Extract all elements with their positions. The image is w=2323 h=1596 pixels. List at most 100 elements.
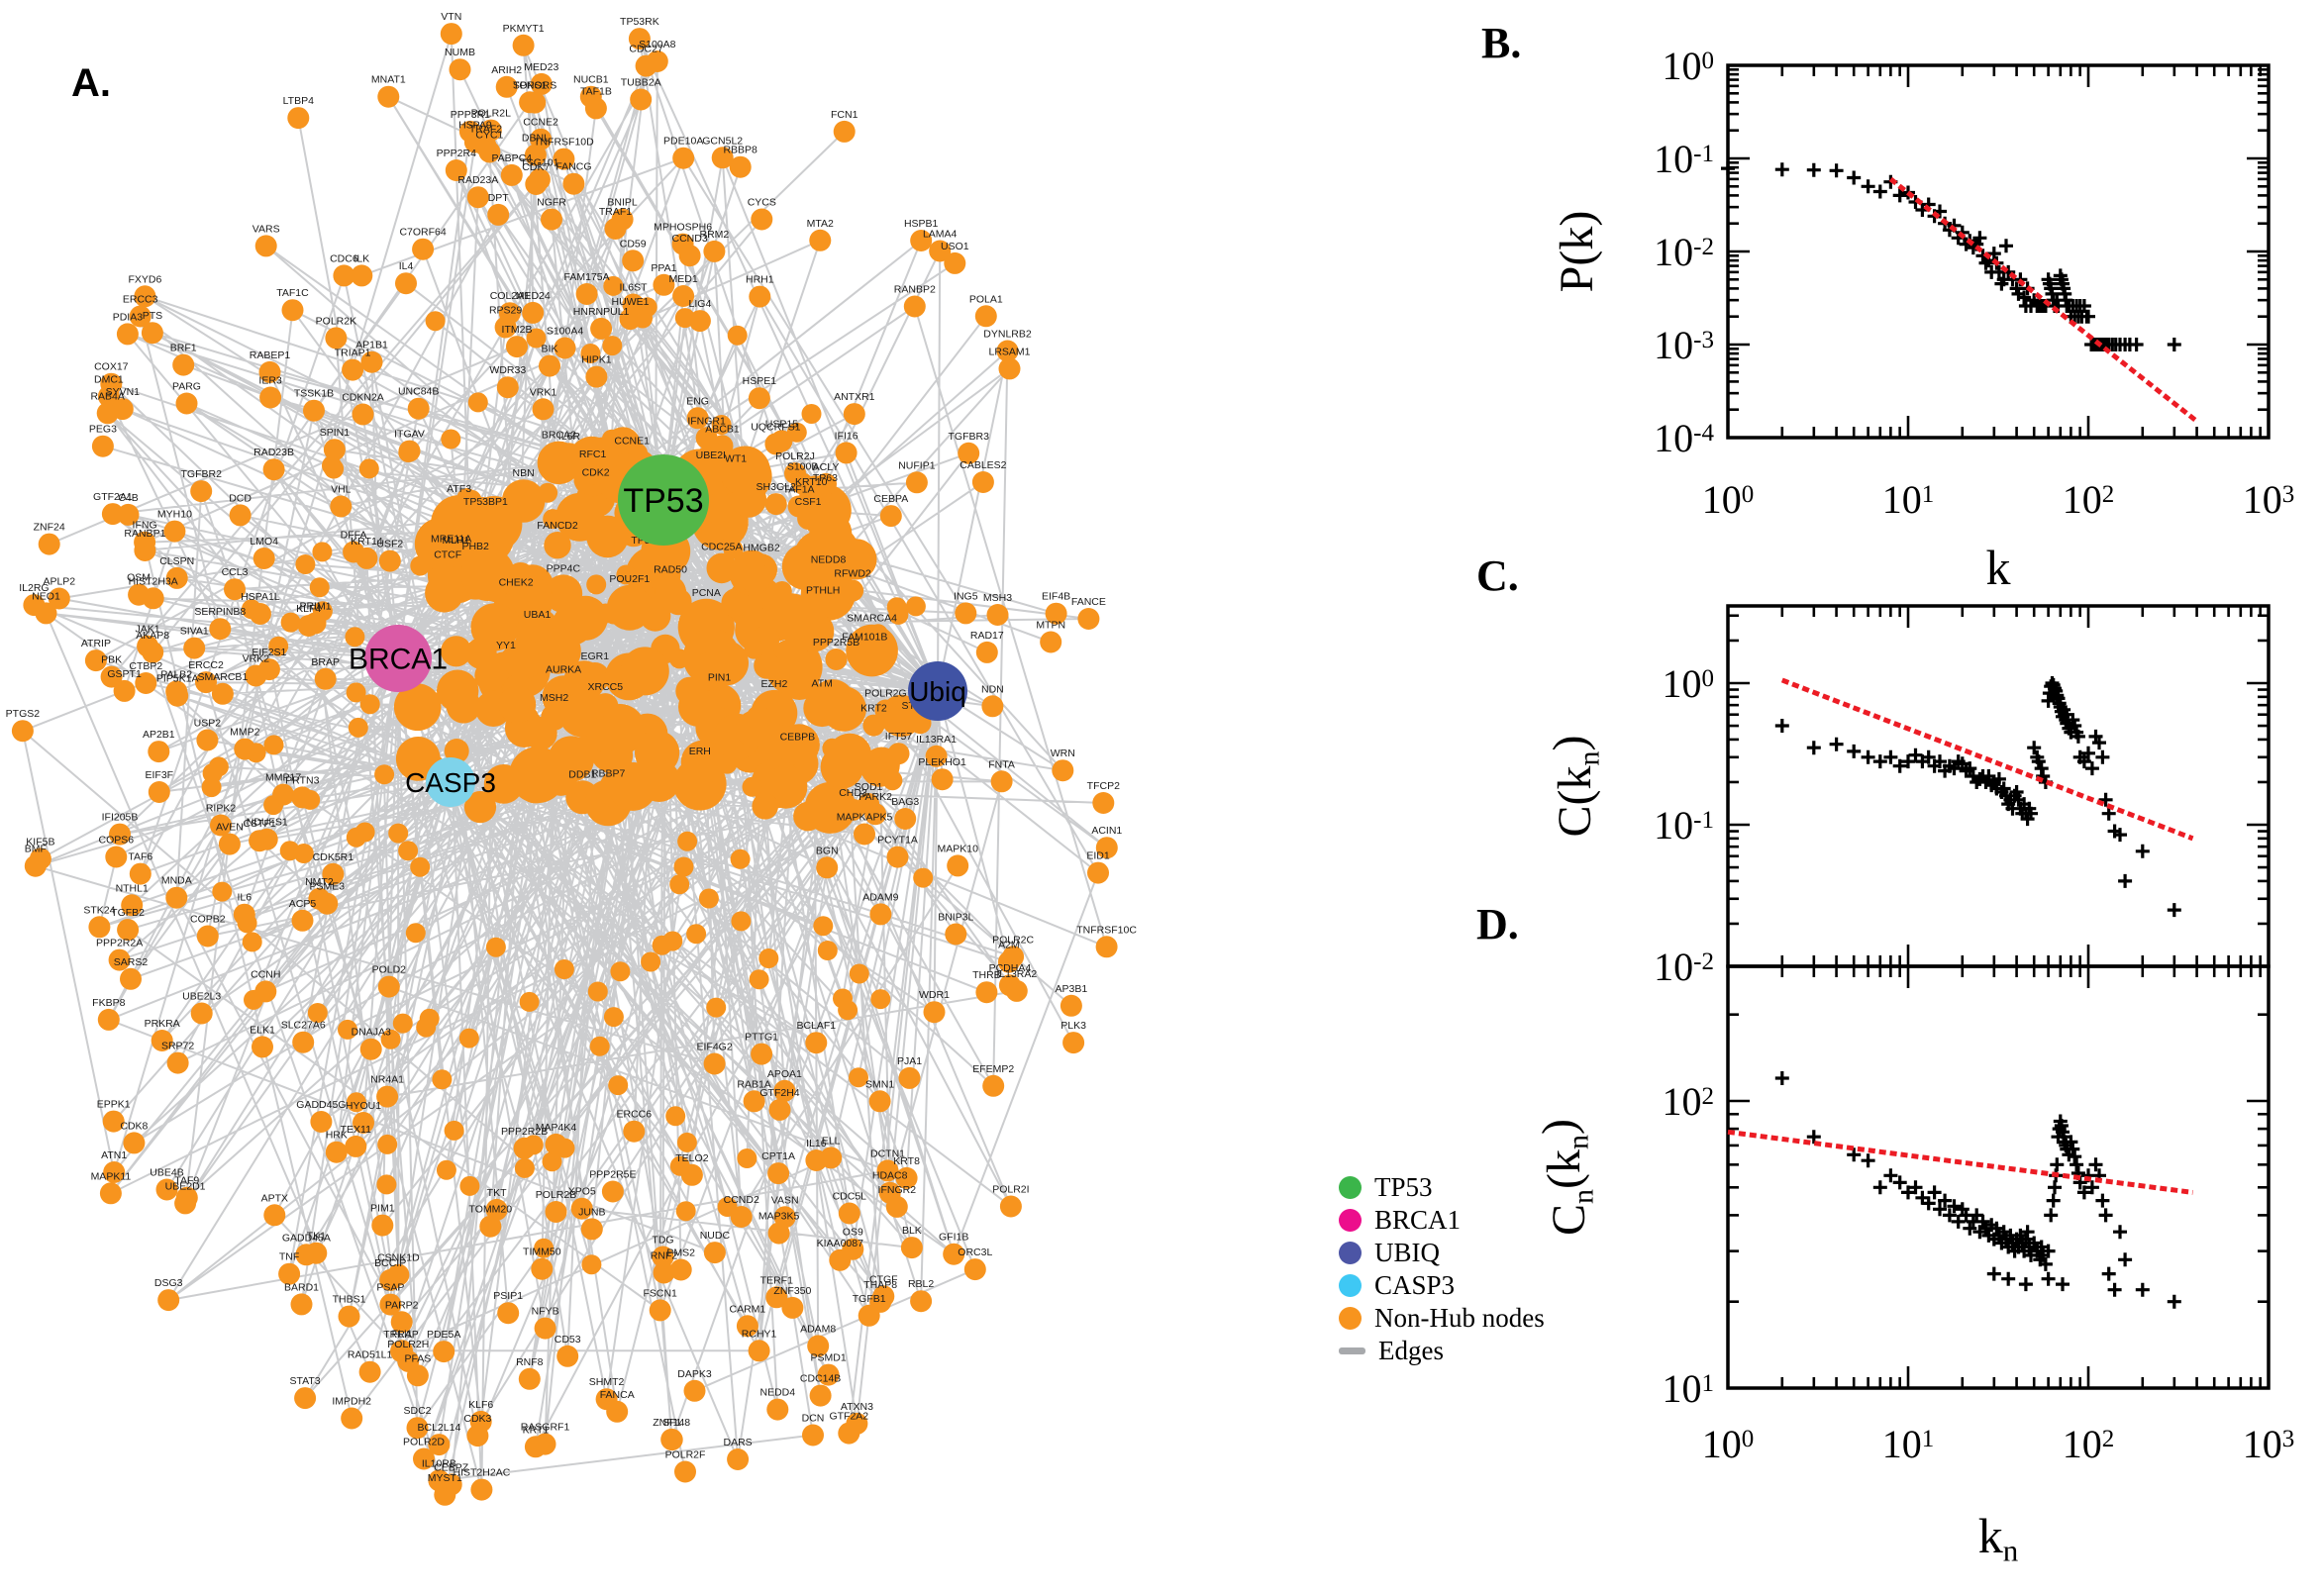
gene-node: [748, 387, 770, 410]
gene-node: [97, 385, 120, 408]
gene-label: EPPK1: [97, 1099, 131, 1111]
gene-label: KRT10: [795, 476, 828, 488]
gene-node: [397, 1349, 420, 1372]
gene-node: [531, 1257, 554, 1280]
gene-node: [1052, 759, 1074, 782]
gene-label: RAD17: [970, 630, 1004, 642]
gene-node: [456, 488, 477, 508]
gene-node: [242, 932, 262, 952]
gene-node: [351, 264, 373, 287]
plot-b-ytick-10e-3: 10-3: [1654, 323, 1714, 367]
gene-node: [522, 301, 545, 324]
gene-label: ILK: [354, 252, 369, 264]
gene-label: PIM1: [370, 1203, 395, 1215]
gene-label: RAD23B: [253, 447, 294, 458]
gene-node: [543, 509, 563, 530]
gene-label: IFT57: [885, 731, 913, 743]
gene-label: FSCN1: [643, 1287, 677, 1299]
gene-label: S100B: [787, 461, 819, 473]
gene-node: [575, 283, 598, 305]
gene-node: [141, 322, 163, 345]
gene-node: [485, 1198, 508, 1221]
gene-node: [554, 337, 576, 359]
gene-node: [163, 520, 186, 543]
gene-node: [111, 398, 134, 421]
gene-node: [1087, 861, 1109, 884]
gene-label: TELO2: [675, 1152, 708, 1164]
gene-label: CHEK2: [499, 577, 534, 589]
gene-label: TP63: [813, 472, 838, 484]
plot-b-ytick-10e-2: 10-2: [1654, 230, 1714, 274]
gene-node: [262, 458, 285, 481]
gene-node: [876, 1159, 899, 1182]
gene-label: TNF: [279, 1251, 299, 1263]
gene-label: POLR2D: [403, 1437, 445, 1448]
gene-label: MTA2: [807, 218, 834, 230]
gene-node: [815, 472, 837, 495]
plot-c-ytick-10e-1: 10-1: [1654, 803, 1714, 848]
gene-node: [534, 1317, 556, 1340]
gene-node: [622, 249, 645, 272]
gene-node: [805, 1149, 828, 1171]
gene-label: FANCA: [600, 1389, 635, 1401]
gene-node: [195, 671, 217, 694]
gene-label: BLK: [902, 1225, 922, 1237]
gene-node: [101, 503, 124, 526]
gene-node: [380, 1029, 401, 1049]
network: TP53RK KIAA0087 THAP8 CDC14B DSG3 NTHL1 PSAP TA…: [6, 11, 1137, 1506]
gene-node: [894, 808, 917, 830]
gene-node: [254, 235, 277, 257]
gene-label: IFNG: [133, 520, 157, 532]
gene-label: VRK2: [243, 653, 270, 665]
gene-label: MAPK10: [937, 843, 978, 854]
gene-node: [570, 1197, 593, 1220]
gene-node: [688, 687, 709, 708]
gene-label: HSPA1L: [241, 591, 280, 603]
gene-node: [996, 340, 1019, 362]
gene-node: [113, 679, 136, 702]
gene-node: [754, 651, 781, 679]
gene-label: EID1: [1086, 850, 1110, 862]
gene-node: [758, 735, 778, 755]
gene-node: [281, 299, 304, 322]
gene-node: [421, 691, 442, 712]
gene-node: [120, 967, 142, 990]
gene-node: [683, 1379, 706, 1402]
gene-label: THRB: [972, 969, 1001, 981]
gene-node: [1045, 602, 1067, 625]
gene-node: [810, 679, 856, 725]
gene-label: PPP2R2B: [501, 1126, 548, 1138]
gene-node: [764, 493, 787, 516]
gene-label: BNIP3L: [938, 912, 973, 924]
gene-node: [129, 305, 152, 328]
gene-label: SF1: [662, 1417, 681, 1429]
plot-d-points: [1774, 1071, 2181, 1309]
gene-node: [695, 427, 718, 449]
gene-label: HUWE1: [612, 296, 650, 308]
plot-d-ytick-10e2: 102: [1663, 1079, 1715, 1124]
gene-node: [233, 903, 255, 926]
gene-node: [117, 503, 140, 526]
gene-label: TOPORS: [513, 80, 556, 92]
gene-label: C4B: [118, 492, 138, 504]
gene-node: [746, 705, 771, 731]
gene-node: [678, 245, 701, 267]
gene-label: HYOU1: [346, 1100, 381, 1112]
gene-label: STK24: [83, 904, 115, 916]
gene-node: [635, 54, 657, 77]
gene-label: CDKN2A: [342, 392, 384, 404]
hub-node-casp3: CASP3: [405, 757, 496, 807]
gene-label: RANBP1: [124, 528, 165, 540]
gene-node: [84, 649, 107, 672]
gene-label: TEX11: [341, 1124, 371, 1136]
gene-label: BCLAF1: [796, 1020, 836, 1032]
gene-label: MPHOSPH6: [654, 222, 712, 234]
gene-label: DAPK3: [677, 1368, 712, 1380]
gene-node: [945, 923, 967, 946]
gene-label: TAF1A: [783, 484, 815, 496]
gene-label: UBE2I: [696, 449, 726, 461]
gene-node: [836, 539, 877, 580]
gene-node: [794, 531, 846, 582]
gene-node: [272, 783, 295, 806]
gene-node: [869, 903, 892, 926]
